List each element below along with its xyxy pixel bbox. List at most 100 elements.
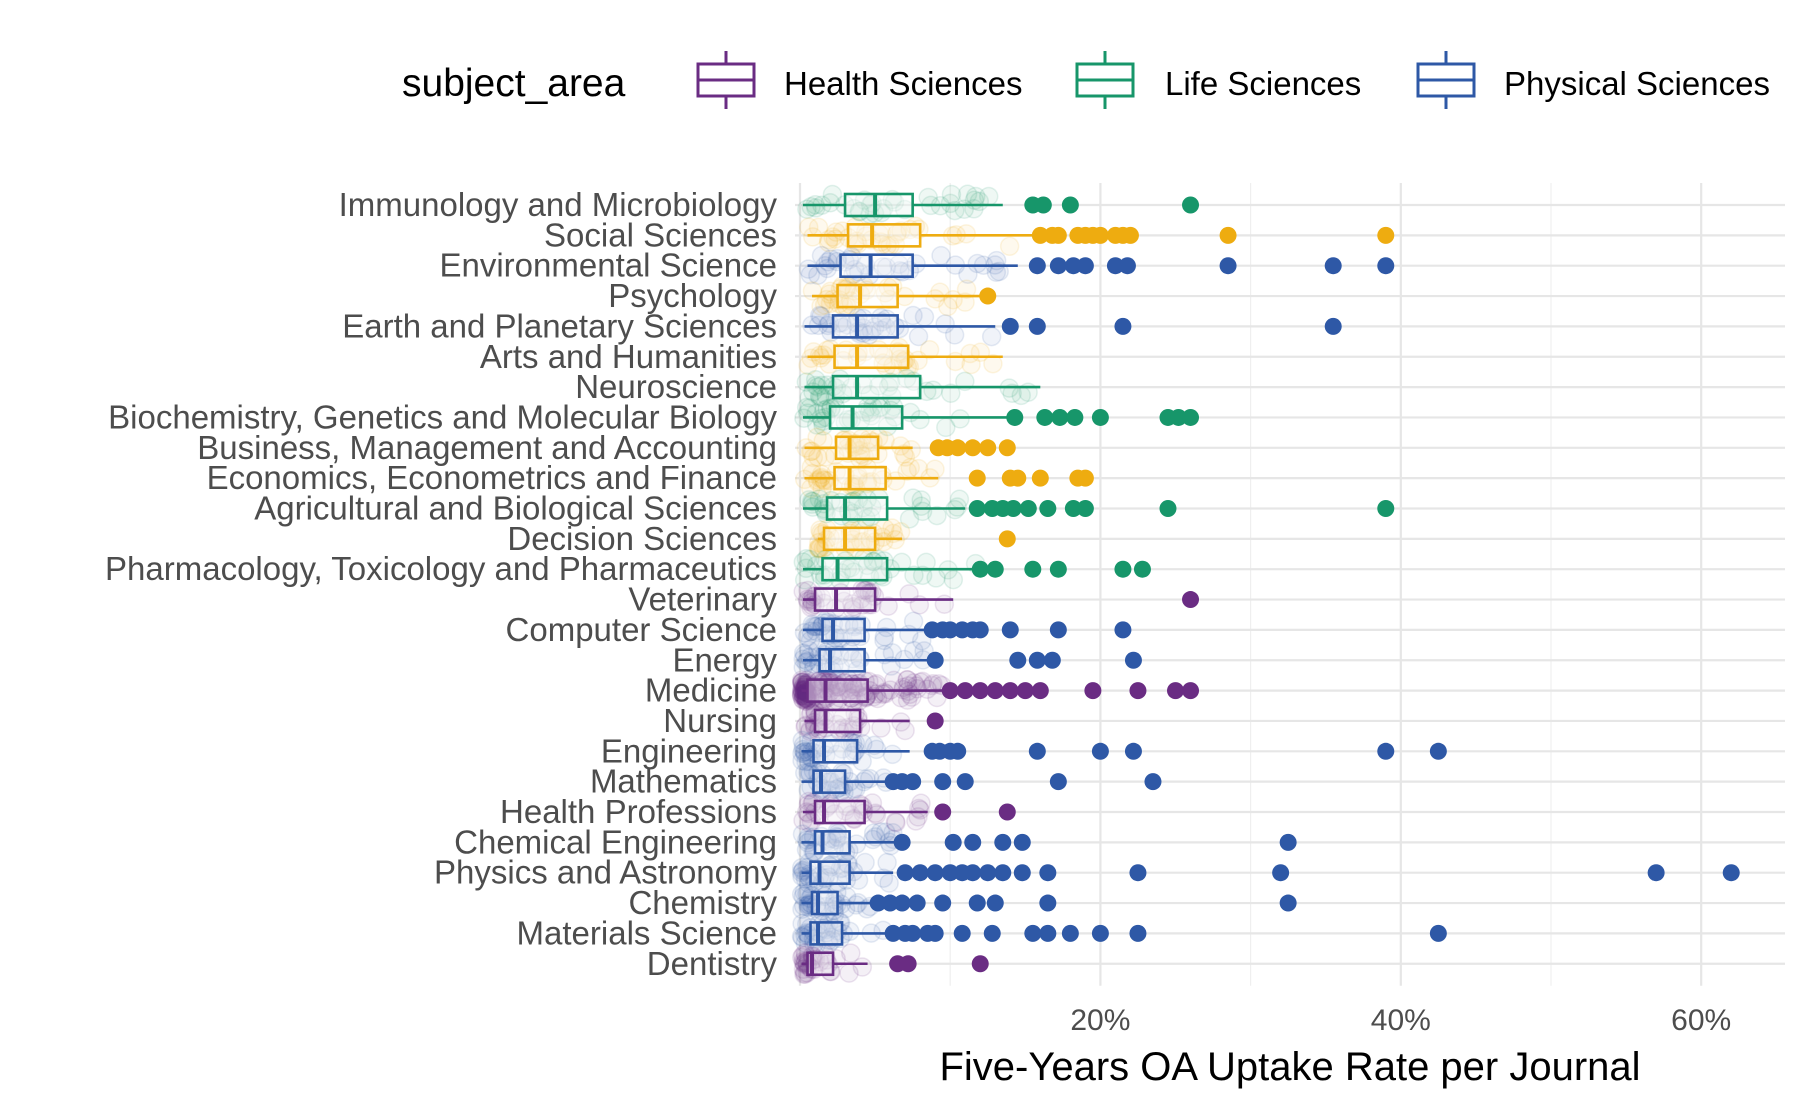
jitter-point xyxy=(832,858,853,878)
box xyxy=(833,465,887,491)
jitter-point xyxy=(882,518,902,538)
outlier-point xyxy=(881,894,899,912)
jitter-point xyxy=(812,375,832,396)
box-group xyxy=(804,708,944,734)
box xyxy=(822,526,877,552)
outlier-point xyxy=(1016,682,1034,700)
jitter-point xyxy=(935,314,955,334)
jitter-point xyxy=(803,227,823,247)
outlier-point xyxy=(904,773,922,791)
jitter-point xyxy=(874,630,894,651)
outlier-point xyxy=(1114,317,1132,335)
jitter-point xyxy=(1011,385,1031,406)
category-label: Computer Science xyxy=(506,611,777,648)
jitter-point xyxy=(804,949,824,970)
x-tick-label: 40% xyxy=(1371,1004,1431,1037)
jitter-point xyxy=(816,950,837,970)
category-label: Environmental Science xyxy=(439,247,777,284)
outlier-point xyxy=(1049,773,1067,791)
outlier-point xyxy=(1170,408,1188,426)
jitter-point xyxy=(805,375,826,396)
box-group xyxy=(807,223,1395,248)
outlier-point xyxy=(941,864,959,882)
jitter-point xyxy=(830,369,850,389)
box xyxy=(818,647,866,673)
jitter-point xyxy=(817,375,837,395)
jitter-point xyxy=(852,957,873,977)
box xyxy=(821,556,889,582)
jitter-point xyxy=(944,325,965,345)
jitter-point xyxy=(821,927,841,948)
box xyxy=(813,708,862,734)
jitter-point xyxy=(846,778,866,799)
outlier-point xyxy=(1001,317,1019,335)
jitter-point xyxy=(813,431,833,451)
jitter-point xyxy=(851,589,871,609)
box-group xyxy=(803,192,1200,218)
outlier-point xyxy=(1124,742,1142,760)
jitter-point xyxy=(798,803,818,824)
jitter-point xyxy=(917,679,937,699)
jitter-point xyxy=(846,895,866,915)
box-group xyxy=(818,526,1016,552)
jitter-point xyxy=(791,683,812,704)
box xyxy=(812,769,847,794)
jitter-point xyxy=(845,217,865,237)
box-group xyxy=(812,283,997,309)
jitter-point xyxy=(911,496,932,516)
outlier-point xyxy=(1133,560,1151,578)
outlier-point xyxy=(1377,226,1395,244)
jitter-point xyxy=(797,627,818,647)
outlier-point xyxy=(1043,651,1061,669)
outlier-point xyxy=(964,439,982,457)
outlier-point xyxy=(1129,924,1147,942)
outlier-point xyxy=(964,864,982,882)
jitter-point xyxy=(960,343,980,364)
outlier-point xyxy=(994,864,1012,882)
jitter-point xyxy=(793,739,813,760)
jitter-point xyxy=(863,823,884,843)
jitter-point xyxy=(794,678,815,698)
outlier-point xyxy=(956,773,974,791)
jitter-point xyxy=(829,675,849,696)
outlier-point xyxy=(1144,773,1162,791)
outlier-point xyxy=(983,924,1001,942)
outlier-point xyxy=(944,833,962,851)
jitter-point xyxy=(801,478,821,499)
outlier-point xyxy=(869,894,887,912)
jitter-point xyxy=(808,470,828,490)
outlier-point xyxy=(1004,500,1022,517)
jitter-point xyxy=(907,679,928,699)
jitter-point xyxy=(805,369,826,390)
jitter-point xyxy=(871,320,891,340)
outlier-point xyxy=(1076,257,1094,275)
jitter-point xyxy=(989,261,1009,282)
jitter-point xyxy=(815,537,836,557)
outlier-point xyxy=(1061,196,1079,214)
jitter-point xyxy=(934,594,955,614)
box xyxy=(809,860,851,886)
jitter-point xyxy=(906,811,926,831)
outlier-point xyxy=(1049,257,1067,275)
outlier-point xyxy=(968,469,986,487)
outlier-point xyxy=(949,439,967,457)
outlier-point xyxy=(1039,894,1057,912)
box-group xyxy=(803,799,1016,825)
box xyxy=(806,678,869,703)
outlier-point xyxy=(1009,469,1027,487)
outlier-point xyxy=(1279,833,1297,851)
category-label: Decision Sciences xyxy=(507,520,777,557)
jitter-point xyxy=(874,682,895,703)
jitter-point xyxy=(828,823,848,844)
jitter-point xyxy=(796,677,816,697)
box xyxy=(813,830,851,855)
outlier-point xyxy=(971,560,989,578)
category-label: Medicine xyxy=(645,672,777,709)
outlier-point xyxy=(1324,317,1342,335)
jitter-point xyxy=(800,630,821,651)
outlier-point xyxy=(1279,894,1297,912)
jitter-point xyxy=(791,884,812,904)
jitter-point xyxy=(854,446,874,467)
box-group xyxy=(801,678,1200,703)
category-label: Economics, Econometrics and Finance xyxy=(207,459,777,496)
